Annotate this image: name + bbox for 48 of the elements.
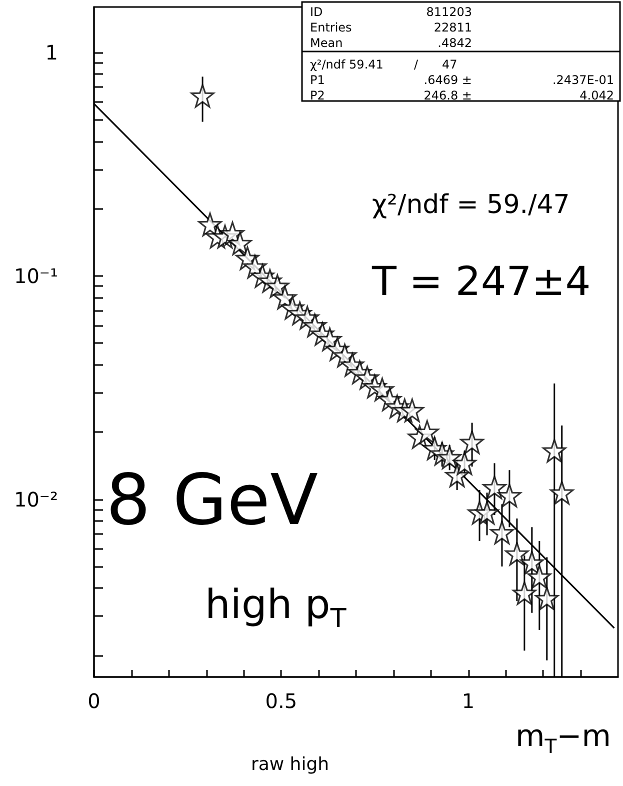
annotation: 4.042 xyxy=(580,88,614,102)
point xyxy=(475,500,499,525)
x-tick-label: 0 xyxy=(88,689,100,713)
x-tick-label: 0.5 xyxy=(265,689,298,713)
point xyxy=(198,212,222,236)
point xyxy=(512,581,536,605)
point xyxy=(460,430,484,454)
point xyxy=(445,464,469,488)
annotation: T = 247±4 xyxy=(372,259,591,305)
annotation: .6469 ± xyxy=(424,72,472,87)
point xyxy=(400,398,424,422)
point xyxy=(482,476,506,500)
annotation: .4842 xyxy=(438,36,472,50)
point xyxy=(190,84,214,108)
point xyxy=(528,564,552,589)
annotation: ID xyxy=(310,4,323,19)
point xyxy=(505,542,529,566)
point xyxy=(438,446,462,470)
annotation: Entries xyxy=(310,20,352,34)
point xyxy=(550,480,574,504)
annotation: 22811 xyxy=(434,20,472,34)
x-axis-title: m$_{T}$−m xyxy=(515,719,611,758)
annotation: 8 GeV xyxy=(106,459,318,541)
y-tick-label: 10⁻¹ xyxy=(14,264,58,288)
point xyxy=(415,420,439,444)
annotation: 246.8 ± xyxy=(424,88,472,102)
annotation: / xyxy=(414,57,419,72)
point xyxy=(266,274,290,298)
annotation: χ²/ndf 59.41 xyxy=(310,57,384,72)
point xyxy=(535,586,559,610)
annotation: P1 xyxy=(310,72,325,87)
point xyxy=(520,550,544,574)
annotation: Mean xyxy=(310,36,343,50)
annotation: χ²/ndf = 59./47 xyxy=(372,190,570,220)
point xyxy=(498,484,522,508)
point xyxy=(542,438,566,462)
annotation: 47 xyxy=(442,57,458,72)
x-tick-label: 1 xyxy=(462,689,475,713)
annotation: 811203 xyxy=(426,4,472,19)
y-tick-label: 10⁻² xyxy=(14,487,58,512)
point xyxy=(452,451,476,476)
annotation: high p$_{T}$ xyxy=(205,582,346,634)
annotation: .2437E-01 xyxy=(552,72,614,87)
text: raw high xyxy=(250,754,330,775)
point xyxy=(228,231,252,256)
y-tick-label: 1 xyxy=(45,40,58,65)
point xyxy=(490,520,514,544)
annotation: P2 xyxy=(310,88,325,102)
